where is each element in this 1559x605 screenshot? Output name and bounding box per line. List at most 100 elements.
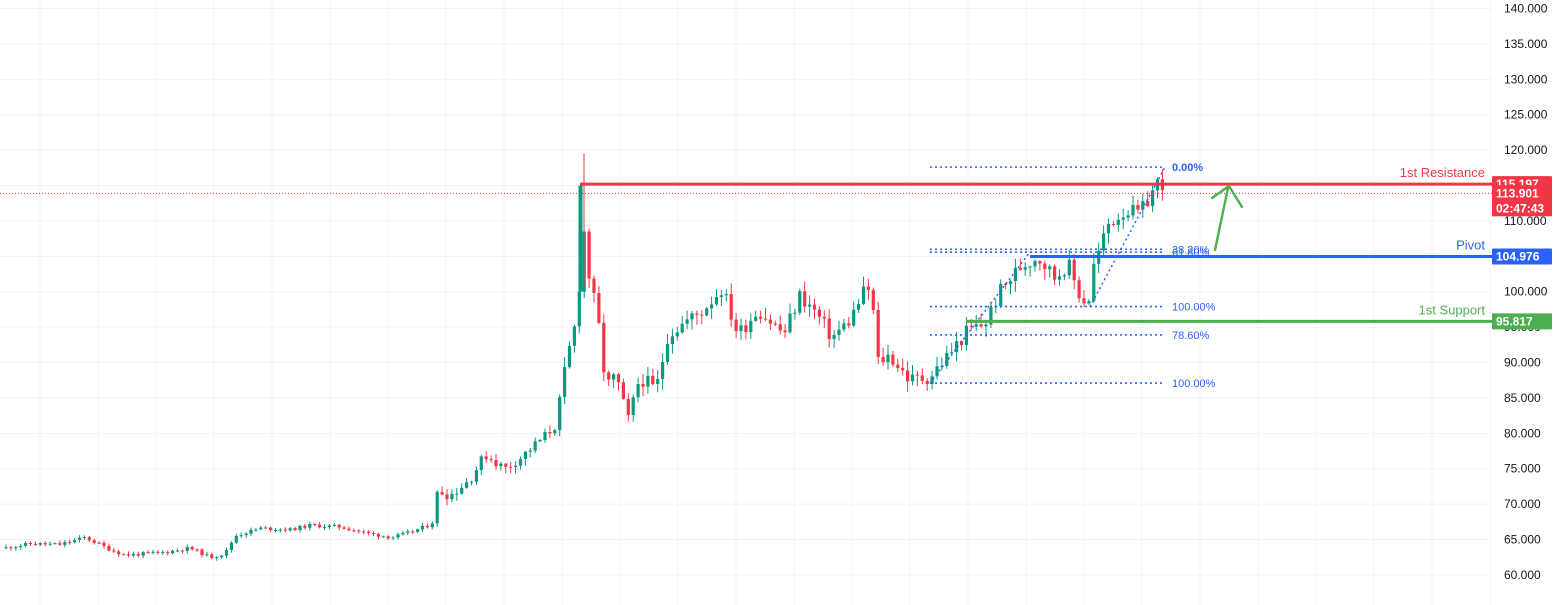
candle-body [714,296,719,305]
price-tick-label[interactable]: 60.000 [1504,568,1541,582]
candle-body [837,329,841,335]
candle-body [435,491,439,524]
candle-body [974,324,978,327]
candle-body [479,456,483,471]
candle-body [1136,204,1140,210]
candles [4,153,1164,561]
candle-body [572,326,576,346]
candle-body [950,352,954,354]
candle-body [734,319,738,332]
candle-body [190,547,194,550]
fib-trend-line [1089,166,1166,307]
candle-body [195,549,199,551]
price-tick-label[interactable]: 80.000 [1504,426,1541,440]
candle-body [876,309,880,357]
candle-body [371,533,376,535]
candle-body [621,382,625,399]
candle-body [891,354,895,365]
current-price-tag[interactable] [1492,185,1552,217]
price-tick-label[interactable]: 70.000 [1504,497,1541,511]
candle-body [239,535,243,537]
fib-label: 100.00% [1172,378,1216,390]
candle-body [430,523,434,528]
candle-body [156,551,160,553]
candle-body [249,529,253,534]
candle-body [827,318,831,340]
price-tick-label[interactable]: 100.000 [1504,285,1548,299]
candle-body [420,525,425,530]
candle-body [915,374,919,376]
candle-body [9,547,13,549]
candle-body [670,336,674,345]
candle-body [474,470,478,482]
candle-body [19,545,23,548]
price-axis[interactable]: 60.000 65.000 70.000 75.000 80.000 85.000 90.0… [1492,2,1552,582]
price-tick-label[interactable]: 120.000 [1504,143,1548,157]
price-tick-label[interactable]: 135.000 [1504,37,1548,51]
candle-body [465,482,469,488]
candle-body [1087,301,1091,304]
candle-body [92,540,96,543]
candle-body [180,550,184,552]
candle-body [901,367,905,371]
candle-body [945,353,949,367]
candle-body [337,524,341,528]
candle-body [1048,266,1052,270]
candle-body [832,334,836,340]
candle-body [1146,201,1150,207]
price-tick-label[interactable]: 75.000 [1504,462,1541,476]
annotations [1210,184,1244,252]
candle-body [386,536,390,539]
candle-body [87,537,91,541]
candle-body [244,533,248,536]
support-tag[interactable] [1492,313,1552,330]
pivot-label: Pivot [1456,238,1485,253]
candle-body [450,494,454,500]
candle-body [861,286,866,304]
pivot-tag[interactable] [1492,248,1552,265]
candle-body [665,344,670,362]
price-tick-label[interactable]: 90.000 [1504,356,1541,370]
candle-body [298,525,302,531]
candle-body [690,313,694,320]
current-price-countdown: 02:47:43 [1496,201,1544,215]
fib-label: 100.00% [1172,302,1216,314]
candle-body [920,375,924,381]
candle-body [1004,283,1008,285]
candle-body [416,529,420,532]
price-tick-label[interactable]: 85.000 [1504,391,1541,405]
candle-body [759,316,763,319]
candle-body [612,374,616,380]
price-tick-label[interactable]: 130.000 [1504,72,1548,86]
price-tick-label[interactable]: 65.000 [1504,533,1541,547]
candle-body [1013,267,1017,282]
candle-body [1151,190,1155,207]
candle-body [959,341,964,346]
fib-label: 78.60% [1172,330,1210,342]
candle-body [469,481,474,483]
candle-body [161,552,165,554]
candle-body [401,532,405,535]
candle-body [146,552,150,554]
candle-body [744,325,748,333]
candle-body [739,325,743,332]
candle-body [259,527,263,530]
candle-body [1126,215,1130,218]
candle-body [1092,263,1096,302]
candle-body [1141,201,1145,210]
candle-body [528,450,532,452]
price-tick-label[interactable]: 125.000 [1504,108,1548,122]
candle-body [852,309,856,326]
price-tick-label[interactable]: 140.000 [1504,2,1548,16]
candle-body [886,354,890,363]
candle-body [798,291,802,313]
candle-body [136,553,140,556]
candle-body [563,367,567,397]
candle-body [661,361,665,380]
candle-body [63,542,67,545]
candle-body [141,552,145,556]
candle-body [773,323,777,325]
price-tick-label[interactable]: 110.000 [1504,214,1547,228]
